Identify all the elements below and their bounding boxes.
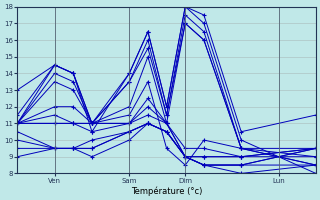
X-axis label: Température (°c): Température (°c) (131, 186, 202, 196)
